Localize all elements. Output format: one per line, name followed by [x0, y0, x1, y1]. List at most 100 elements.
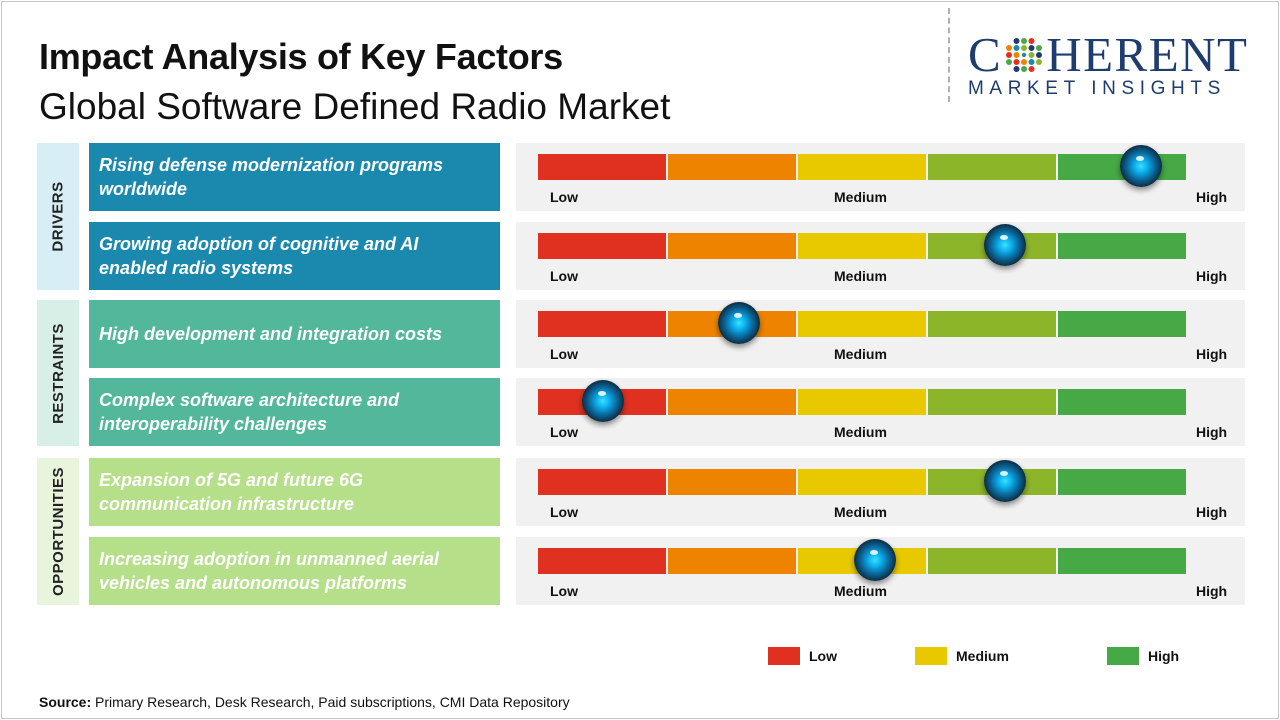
scale-label-medium: Medium	[834, 424, 887, 440]
logo-dot	[1013, 66, 1020, 72]
gauge-bar	[538, 311, 1186, 337]
gauge-bar	[538, 548, 1186, 574]
factor-label: High development and integration costs	[89, 300, 500, 368]
gauge-segment	[538, 311, 666, 337]
legend-swatch	[1107, 647, 1139, 665]
factor-label: Complex software architecture and intero…	[89, 378, 500, 446]
logo-dot	[1036, 52, 1043, 58]
impact-gauge: Low Medium High	[516, 458, 1245, 526]
impact-marker	[717, 302, 760, 344]
logo-dot	[1036, 59, 1043, 65]
logo-dot	[1013, 38, 1020, 44]
gauge-segment	[798, 389, 926, 415]
gauge-segment	[798, 233, 926, 259]
legend-label: Medium	[956, 648, 1009, 664]
scale-label-low: Low	[550, 504, 578, 520]
source-note: Source: Primary Research, Desk Research,…	[39, 694, 570, 710]
gauge-segment	[798, 469, 926, 495]
source-prefix: Source:	[39, 694, 92, 710]
gauge-bar	[538, 389, 1186, 415]
category-label: OPPORTUNITIES	[49, 466, 67, 597]
category-label: DRIVERS	[49, 181, 67, 252]
impact-gauge: Low Medium High	[516, 143, 1245, 211]
legend-swatch	[915, 647, 947, 665]
legend-label: Low	[809, 648, 837, 664]
factor-label: Growing adoption of cognitive and AI ena…	[89, 222, 500, 290]
gauge-segment	[668, 548, 796, 574]
gauge-segment	[928, 548, 1056, 574]
gauge-bar	[538, 469, 1186, 495]
header-divider	[948, 8, 950, 102]
gauge-segment	[928, 389, 1056, 415]
logo-dot	[1013, 45, 1020, 51]
impact-marker	[581, 380, 624, 422]
legend-item-medium: Medium	[915, 647, 1009, 665]
gauge-segment	[668, 389, 796, 415]
logo-dot	[1028, 38, 1035, 44]
scale-label-high: High	[1196, 504, 1228, 520]
gauge-segment	[538, 548, 666, 574]
scale-label-medium: Medium	[834, 583, 887, 599]
scale-label-low: Low	[550, 346, 578, 362]
logo-dot	[1006, 52, 1013, 58]
gauge-segment	[668, 469, 796, 495]
logo-dot	[1006, 45, 1013, 51]
logo-dots-icon	[1006, 38, 1043, 72]
scale-label-low: Low	[550, 424, 578, 440]
chart-title: Impact Analysis of Key Factors	[39, 36, 563, 77]
source-text: Primary Research, Desk Research, Paid su…	[91, 694, 570, 710]
gauge-segment	[668, 154, 796, 180]
logo-wordmark: C HERENT	[968, 30, 1263, 80]
gauge-segment	[1058, 389, 1186, 415]
scale-label-low: Low	[550, 583, 578, 599]
logo-dot	[1021, 66, 1028, 72]
factor-label: Increasing adoption in unmanned aerial v…	[89, 537, 500, 605]
impact-marker	[983, 224, 1026, 266]
impact-gauge: Low Medium High	[516, 300, 1245, 368]
gauge-bar	[538, 233, 1186, 259]
scale-label-high: High	[1196, 346, 1228, 362]
company-logo: C HERENT MARKET INSIGHTS	[968, 30, 1263, 100]
scale-label-high: High	[1196, 268, 1228, 284]
scale-label-high: High	[1196, 424, 1228, 440]
gauge-bar	[538, 154, 1186, 180]
gauge-segment	[538, 154, 666, 180]
gauge-segment	[798, 311, 926, 337]
gauge-segment	[928, 311, 1056, 337]
gauge-segment	[1058, 233, 1186, 259]
legend-swatch	[768, 647, 800, 665]
factor-label: Rising defense modernization programs wo…	[89, 143, 500, 211]
impact-marker	[983, 460, 1026, 502]
impact-gauge: Low Medium High	[516, 222, 1245, 290]
category-label: RESTRAINTS	[49, 322, 67, 424]
logo-dot	[1036, 45, 1043, 51]
logo-dot	[1021, 45, 1028, 51]
logo-dot	[1021, 38, 1028, 44]
scale-label-medium: Medium	[834, 504, 887, 520]
logo-dot	[1006, 59, 1013, 65]
gauge-segment	[538, 469, 666, 495]
legend-item-low: Low	[768, 647, 837, 665]
gauge-segment	[1058, 469, 1186, 495]
legend-label: High	[1148, 648, 1180, 664]
gauge-segment	[928, 154, 1056, 180]
logo-dot	[1028, 66, 1035, 72]
logo-dot	[1021, 59, 1028, 65]
logo-dot	[1013, 59, 1020, 65]
gauge-segment	[1058, 548, 1186, 574]
category-opportunities: OPPORTUNITIES	[37, 458, 79, 605]
category-drivers: DRIVERS	[37, 143, 79, 290]
factor-label: Expansion of 5G and future 6G communicat…	[89, 458, 500, 526]
chart-subtitle: Global Software Defined Radio Market	[39, 86, 671, 127]
legend-item-high: High	[1107, 647, 1179, 665]
logo-dot	[1013, 52, 1020, 58]
logo-dot	[1028, 52, 1035, 58]
gauge-segment	[798, 154, 926, 180]
impact-gauge: Low Medium High	[516, 378, 1245, 446]
gauge-segment	[538, 233, 666, 259]
scale-label-medium: Medium	[834, 346, 887, 362]
logo-letter-c: C	[968, 27, 1003, 82]
impact-gauge: Low Medium High	[516, 537, 1245, 605]
scale-label-high: High	[1196, 583, 1228, 599]
